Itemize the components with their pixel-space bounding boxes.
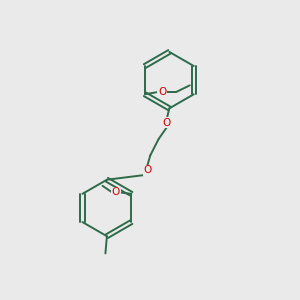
Text: O: O [112, 188, 120, 197]
Text: O: O [158, 87, 166, 97]
Text: O: O [143, 165, 152, 175]
Text: O: O [163, 118, 171, 128]
